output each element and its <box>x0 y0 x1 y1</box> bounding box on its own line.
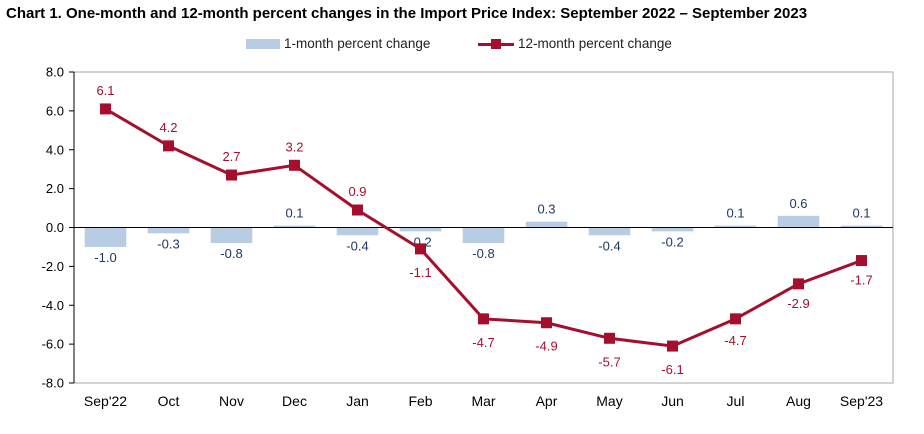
line-point-12-month <box>289 159 300 171</box>
x-tick-label: Jan <box>346 393 369 409</box>
line-point-12-month <box>415 243 426 255</box>
x-tick-label: Sep'23 <box>840 393 883 409</box>
x-tick-label: Sep'22 <box>84 393 127 409</box>
x-tick-label: Oct <box>158 393 180 409</box>
bar-data-label: -0.3 <box>157 236 179 251</box>
bar-data-label: -0.4 <box>598 238 620 253</box>
bar-1-month <box>210 227 253 244</box>
line-data-label: -6.1 <box>661 362 683 377</box>
line-data-label: -1.1 <box>409 265 431 280</box>
line-point-12-month <box>667 340 678 352</box>
bar-data-label: -0.8 <box>220 246 242 261</box>
x-tick-label: Nov <box>219 393 244 409</box>
legend-item-1-month: 1-month percent change <box>246 36 430 51</box>
x-tick-label: Jul <box>727 393 745 409</box>
bar-data-label: -1.0 <box>94 250 116 265</box>
line-point-12-month <box>163 140 174 152</box>
bar-1-month <box>84 227 127 247</box>
x-tick-label: May <box>596 393 622 409</box>
y-tick-label: -2.0 <box>42 259 64 274</box>
bar-1-month <box>273 225 316 228</box>
bar-1-month <box>714 225 757 228</box>
x-tick-label: Jun <box>661 393 684 409</box>
line-point-12-month <box>856 255 867 267</box>
line-data-label: 2.7 <box>222 149 240 164</box>
y-tick-label: 2.0 <box>46 181 64 196</box>
line-data-label: -4.7 <box>724 333 746 348</box>
bar-data-label: -0.8 <box>472 246 494 261</box>
legend-bar-swatch <box>246 38 280 49</box>
x-tick-label: Feb <box>408 393 432 409</box>
bar-1-month <box>525 221 568 228</box>
bar-1-month <box>462 227 505 244</box>
line-data-label: -2.9 <box>787 296 809 311</box>
y-tick-label: 8.0 <box>46 65 64 80</box>
bar-1-month <box>777 215 820 228</box>
line-point-12-month <box>100 103 111 115</box>
bar-data-label: -0.4 <box>346 238 368 253</box>
legend-item-12-month: 12-month percent change <box>478 36 672 51</box>
y-tick-label: 4.0 <box>46 142 64 157</box>
bar-1-month <box>840 225 883 228</box>
legend-line-label: 12-month percent change <box>518 36 672 51</box>
line-data-label: 4.2 <box>159 120 177 135</box>
bar-data-label: 0.6 <box>789 196 807 211</box>
x-tick-label: Apr <box>536 393 558 409</box>
line-point-12-month <box>541 317 552 329</box>
chart-title: Chart 1. One-month and 12-month percent … <box>6 5 808 22</box>
line-point-12-month <box>793 278 804 290</box>
legend-bar-label: 1-month percent change <box>284 36 431 51</box>
legend-line-swatch <box>478 38 514 49</box>
legend: 1-month percent change 12-month percent … <box>0 36 924 56</box>
line-data-label: -1.7 <box>850 273 872 288</box>
line-data-label: 0.9 <box>348 184 366 199</box>
line-point-12-month <box>226 169 237 181</box>
line-point-12-month <box>730 313 741 325</box>
line-data-label: -4.9 <box>535 339 557 354</box>
line-data-label: 6.1 <box>96 83 114 98</box>
bar-data-label: 0.1 <box>726 206 744 221</box>
bar-data-label: 0.1 <box>285 206 303 221</box>
line-data-label: 3.2 <box>285 139 303 154</box>
bar-data-label: 0.1 <box>852 206 870 221</box>
legend-line-marker <box>491 38 501 49</box>
x-tick-label: Aug <box>786 393 811 409</box>
y-tick-label: -8.0 <box>42 376 64 391</box>
bar-1-month <box>651 227 694 232</box>
bar-1-month <box>336 227 379 236</box>
x-tick-label: Mar <box>471 393 495 409</box>
bar-data-label: 0.3 <box>537 202 555 217</box>
y-tick-label: 0.0 <box>46 220 64 235</box>
line-data-label: -4.7 <box>472 335 494 350</box>
bar-1-month <box>147 227 190 234</box>
y-tick-label: -4.0 <box>42 298 64 313</box>
bar-data-label: -0.2 <box>661 234 683 249</box>
y-tick-label: -6.0 <box>42 337 64 352</box>
bar-1-month <box>399 227 442 232</box>
line-point-12-month <box>352 204 363 216</box>
line-point-12-month <box>478 313 489 325</box>
line-point-12-month <box>604 332 615 344</box>
x-tick-label: Dec <box>282 393 307 409</box>
y-tick-label: 6.0 <box>46 103 64 118</box>
line-data-label: -5.7 <box>598 354 620 369</box>
bar-1-month <box>588 227 631 236</box>
